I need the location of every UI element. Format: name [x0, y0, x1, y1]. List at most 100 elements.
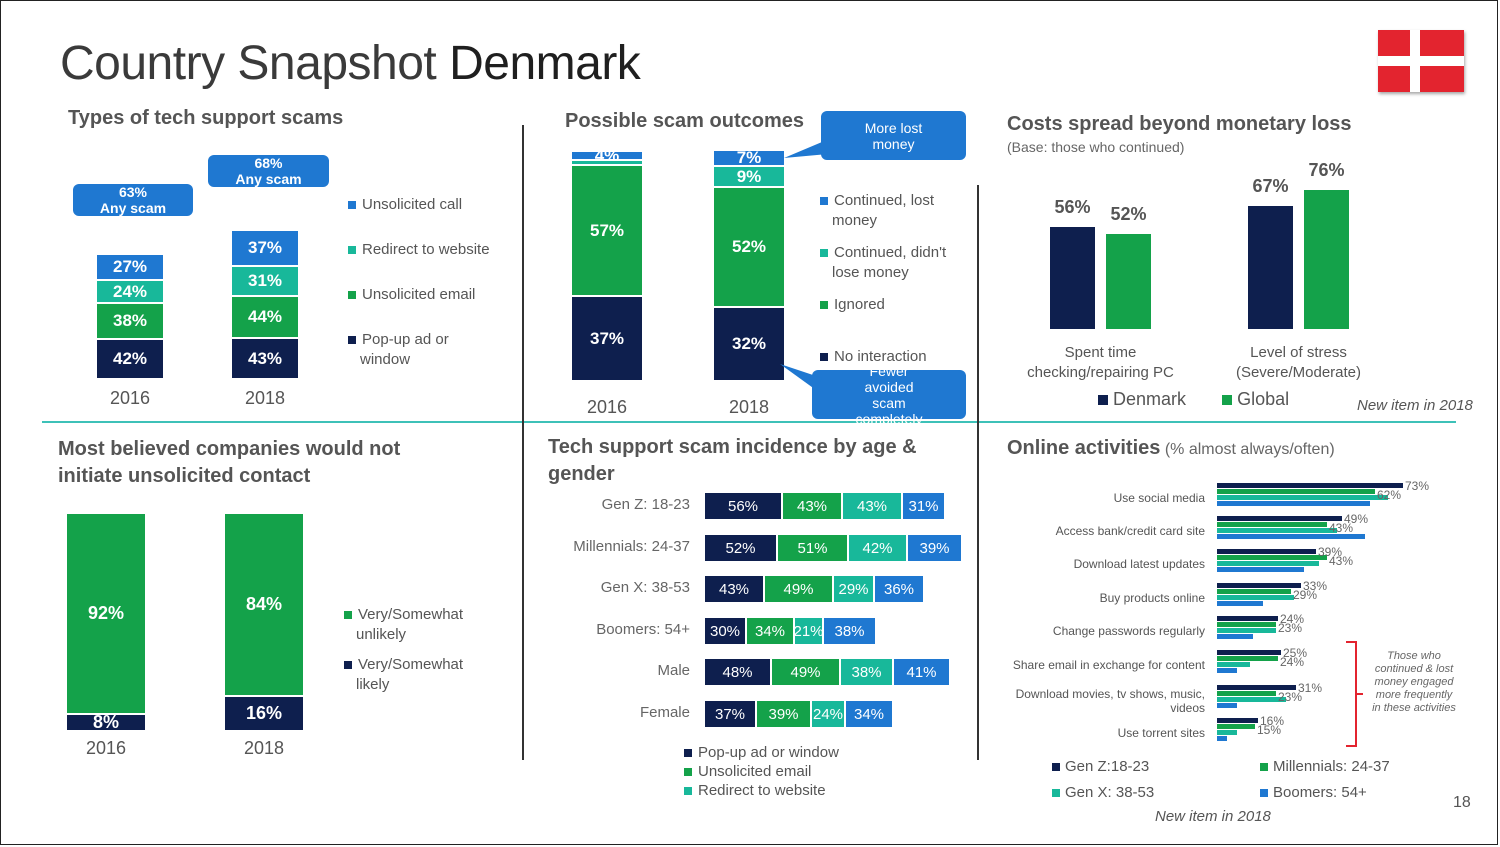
online-legend-label: Boomers: 54+ — [1273, 784, 1367, 801]
online-heading-title: Online activities — [1007, 437, 1161, 459]
costs-bar-label: 67% — [1252, 176, 1289, 196]
online-bar — [1217, 567, 1304, 572]
types-chart-x-tick: 2018 — [244, 388, 286, 408]
incidence-bar-segment: 43% — [843, 493, 903, 519]
online-category-label: Download latest updates — [1073, 557, 1205, 571]
incidence-bar-segment: 29% — [834, 576, 875, 602]
online-bar — [1217, 650, 1281, 655]
incidence-bar-segment: 37% — [705, 701, 757, 727]
incidence-bar-segment: 49% — [772, 659, 841, 685]
types-legend-label: Unsolicited email — [362, 286, 476, 303]
online-bar — [1217, 622, 1276, 627]
outcomes-chart-bar-segment: 37% — [572, 297, 642, 382]
outcomes-callout-bottom-pointer — [780, 364, 822, 390]
title-light: Country Snapshot — [60, 37, 450, 90]
incidence-category-label: Gen X: 38-53 — [600, 579, 690, 596]
types-chart-bar-segment: 43% — [232, 339, 298, 380]
online-bar — [1217, 534, 1365, 539]
costs-x-tick: Level of stress (Severe/Moderate) — [1208, 343, 1389, 383]
online-bar — [1217, 555, 1327, 560]
costs-x-tick-line: Spent time — [1064, 344, 1137, 361]
online-bar — [1217, 668, 1237, 673]
types-legend: Unsolicited call Redirect to website Uns… — [348, 195, 508, 370]
incidence-heading-line1: Tech support scam incidence by age & — [548, 436, 917, 458]
incidence-legend-item: Pop-up ad or window — [684, 743, 839, 762]
types-chart-bar-segment: 27% — [97, 255, 163, 281]
outcomes-legend: Continued, lost money Continued, didn't … — [820, 191, 970, 367]
believe-chart-x-tick: 2018 — [243, 738, 285, 758]
incidence-heading: Tech support scam incidence by age & gen… — [548, 434, 917, 488]
online-bar — [1217, 583, 1301, 588]
online-legend-label: Gen Z:18-23 — [1065, 758, 1150, 775]
online-bar — [1217, 691, 1276, 696]
online-bar — [1217, 495, 1388, 500]
incidence-bar-segment: 56% — [705, 493, 783, 519]
costs-bar-label: 56% — [1054, 197, 1091, 217]
types-chart-bar-segment: 38% — [97, 304, 163, 340]
believe-heading-line1: Most believed companies would not — [58, 438, 401, 460]
types-chart-x-tick: 2016 — [109, 388, 151, 408]
online-bracket-note: Those who continued & lost money engaged… — [1372, 650, 1456, 714]
online-bar — [1217, 736, 1227, 741]
online-bar — [1217, 685, 1296, 690]
outcomes-callout-bottom: Fewer avoided scam completely — [812, 363, 966, 427]
incidence-bar-segment: 48% — [705, 659, 772, 685]
online-bar — [1217, 528, 1337, 533]
incidence-bar-segment: 38% — [841, 659, 894, 685]
outcomes-heading: Possible scam outcomes — [565, 110, 804, 132]
costs-bar-label: 76% — [1308, 160, 1345, 180]
incidence-bar-segment: 42% — [849, 535, 908, 561]
online-value-label: 24% — [1280, 655, 1305, 669]
costs-heading: Costs spread beyond monetary loss — [1007, 113, 1352, 135]
outcomes-legend-label: Continued, didn't lose money — [832, 244, 947, 281]
costs-bar-label: 52% — [1110, 204, 1147, 224]
believe-chart-x-tick: 2016 — [85, 738, 127, 758]
online-category-label: Access bank/credit card site — [1055, 524, 1205, 538]
believe-chart-bar-segment: 84% — [225, 514, 303, 697]
online-bar — [1217, 501, 1370, 506]
types-callout-2018-pct: 68% — [254, 155, 283, 171]
outcomes-chart-bar-segment: 57% — [572, 166, 642, 297]
costs-legend-label: Denmark — [1113, 389, 1187, 409]
online-bar — [1217, 595, 1294, 600]
believe-legend-label: Very/Somewhat likely — [356, 656, 464, 693]
online-value-label: 33% — [1303, 579, 1328, 593]
online-bar — [1217, 483, 1403, 488]
types-chart-bar-segment: 42% — [97, 340, 163, 380]
online-category-label: Change passwords regularly — [1052, 624, 1205, 638]
online-bar — [1217, 549, 1316, 554]
costs-legend: Denmark Global — [1098, 389, 1289, 410]
outcomes-legend-item: Ignored — [820, 295, 970, 347]
online-value-label: 43% — [1329, 554, 1354, 568]
online-legend-item: Boomers: 54+ — [1260, 780, 1367, 806]
outcomes-chart-bar-segment: 52% — [714, 188, 784, 308]
types-legend-label: Pop-up ad or window — [360, 331, 449, 368]
page-number: 18 — [1453, 794, 1471, 811]
incidence-bar-segment: 43% — [783, 493, 843, 519]
online-bar — [1217, 634, 1253, 639]
online-heading: Online activities (% almost always/often… — [1007, 437, 1335, 460]
online-value-label: 16% — [1260, 714, 1285, 728]
outcomes-callout-top-pointer — [784, 142, 828, 158]
types-chart-bar-segment: 24% — [97, 281, 163, 304]
outcomes-legend-label: Continued, lost money — [832, 192, 935, 229]
types-callout-2018-label: Any scam — [235, 171, 302, 187]
incidence-bar-segment: 49% — [765, 576, 834, 602]
outcomes-chart-x-tick: 2018 — [728, 397, 770, 417]
online-bar — [1217, 662, 1250, 667]
outcomes-callout-top: More lost money — [821, 111, 966, 160]
outcomes-chart-x-tick: 2016 — [586, 397, 628, 417]
outcomes-legend-item: Continued, didn't lose money — [820, 243, 970, 295]
types-callout-2016-pct: 63% — [118, 184, 148, 200]
costs-bar — [1304, 190, 1349, 329]
incidence-heading-line2: gender — [548, 463, 615, 485]
believe-legend-item: Very/Somewhat unlikely — [344, 605, 484, 655]
online-legend-item: Gen X: 38-53 — [1052, 780, 1154, 806]
costs-x-tick: Spent time checking/repairing PC — [1010, 343, 1191, 383]
incidence-legend: Pop-up ad or window Unsolicited email Re… — [684, 743, 839, 800]
incidence-legend-label: Unsolicited email — [698, 763, 812, 780]
costs-x-tick-line: checking/repairing PC — [1027, 364, 1174, 381]
online-category-label: Use social media — [1113, 491, 1205, 505]
outcomes-chart-bar-segment — [572, 161, 642, 166]
